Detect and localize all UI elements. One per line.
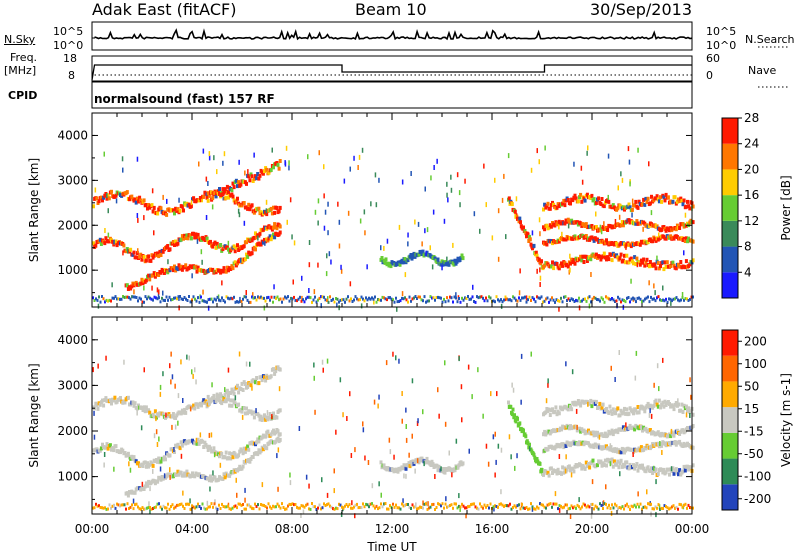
power-colorbar-segment	[722, 272, 738, 298]
velocity-colorbar-tick-label: -200	[744, 492, 771, 506]
velocity-ylabel: Slant Range [km]	[27, 363, 41, 467]
xtick-label: 04:00	[175, 522, 210, 536]
nsearch-tick-top: 10^5	[706, 25, 737, 38]
velocity-colorbar-segment	[722, 458, 738, 485]
date-title: 30/Sep/2013	[590, 0, 693, 19]
nsky-label: N.Sky	[4, 33, 36, 46]
xlabel: Time UT	[366, 540, 417, 554]
xtick-label: 00:00	[675, 522, 710, 536]
velocity-ytick-label: 1000	[57, 470, 88, 484]
power-colorbar-segment	[722, 246, 738, 273]
velocity-colorbar-segment	[722, 484, 738, 510]
velocity-colorbar-frame	[721, 329, 739, 511]
nsearch-tick-bottom: 10^0	[706, 39, 737, 52]
power-ytick-label: 3000	[57, 173, 88, 187]
velocity-colorbar-segment	[722, 407, 738, 433]
velocity-ytick-label: 4000	[57, 333, 88, 347]
velocity-colorbar-tick-label: 200	[744, 334, 767, 348]
xtick-label: 16:00	[475, 522, 510, 536]
power-colorbar-segment	[722, 118, 738, 144]
xtick-label: 20:00	[575, 522, 610, 536]
power-colorbar-frame	[721, 117, 739, 299]
power-colorbar-segment	[722, 143, 738, 170]
power-colorbar-tick-label: 8	[744, 240, 752, 254]
nsearch-label: N.Search	[745, 33, 795, 46]
xtick-label: 08:00	[275, 522, 310, 536]
freq-unit: [MHz]	[4, 64, 37, 77]
velocity-colorbar-tick-label: 100	[744, 357, 767, 371]
power-colorbar-tick-label: 16	[744, 188, 759, 202]
velocity-panel	[92, 350, 695, 519]
xtick-label: 00:00	[75, 522, 110, 536]
power-colorbar-segment	[722, 195, 738, 221]
power-ytick-label: 4000	[57, 128, 88, 142]
power-colorbar-tick-label: 24	[744, 137, 759, 151]
power-ylabel: Slant Range [km]	[27, 158, 41, 262]
site-title: Adak East (fitACF)	[92, 0, 237, 19]
nave-label: Nave	[748, 64, 777, 77]
nave-tick-top: 60	[706, 52, 720, 65]
velocity-colorbar-tick-label: -100	[744, 469, 771, 483]
cpid-label: CPID	[8, 89, 38, 102]
power-colorbar-tick-label: 12	[744, 214, 759, 228]
frequency-trace	[91, 64, 692, 81]
velocity-colorbar-tick-label: 50	[744, 379, 759, 393]
velocity-ytick-label: 2000	[57, 424, 88, 438]
power-ytick-label: 1000	[57, 263, 88, 277]
velocity-colorbar-segment	[722, 330, 738, 356]
nave-tick-bottom: 0	[706, 69, 713, 82]
velocity-frame	[91, 316, 693, 515]
nsky-panel	[91, 21, 693, 51]
velocity-colorbar-segment	[722, 432, 738, 459]
cpid-panel	[91, 81, 693, 109]
beam-title: Beam 10	[355, 0, 427, 19]
cpid-text: normalsound (fast) 157 RF	[94, 92, 275, 106]
nsky-tick-bottom: 10^0	[53, 39, 84, 52]
velocity-colorbar-tick-label: -15	[744, 424, 764, 438]
freq-tick-top: 18	[63, 52, 77, 65]
nsky-tick-top: 10^5	[53, 25, 84, 38]
power-colorbar-segment	[722, 220, 738, 247]
velocity-colorbar-segment	[722, 381, 738, 408]
velocity-colorbar-segment	[722, 355, 738, 382]
power-colorbar-label: Power [dB]	[779, 175, 793, 240]
velocity-ytick-label: 3000	[57, 378, 88, 392]
freq-tick-bottom: 8	[68, 69, 75, 82]
velocity-colorbar-tick-label: 15	[744, 402, 759, 416]
power-ytick-label: 2000	[57, 218, 88, 232]
freq-label: Freq.	[10, 51, 38, 64]
velocity-colorbar-label: Velocity [m s-1]	[779, 373, 793, 467]
velocity-colorbar-tick-label: -50	[744, 447, 764, 461]
power-colorbar-tick-label: 4	[744, 265, 752, 279]
freq-panel	[91, 55, 693, 82]
power-panel	[92, 145, 695, 312]
power-colorbar-segment	[722, 169, 738, 196]
power-colorbar-tick-label: 28	[744, 111, 759, 125]
xtick-label: 12:00	[375, 522, 410, 536]
power-colorbar-tick-label: 20	[744, 162, 759, 176]
nsky-trace	[94, 28, 693, 41]
